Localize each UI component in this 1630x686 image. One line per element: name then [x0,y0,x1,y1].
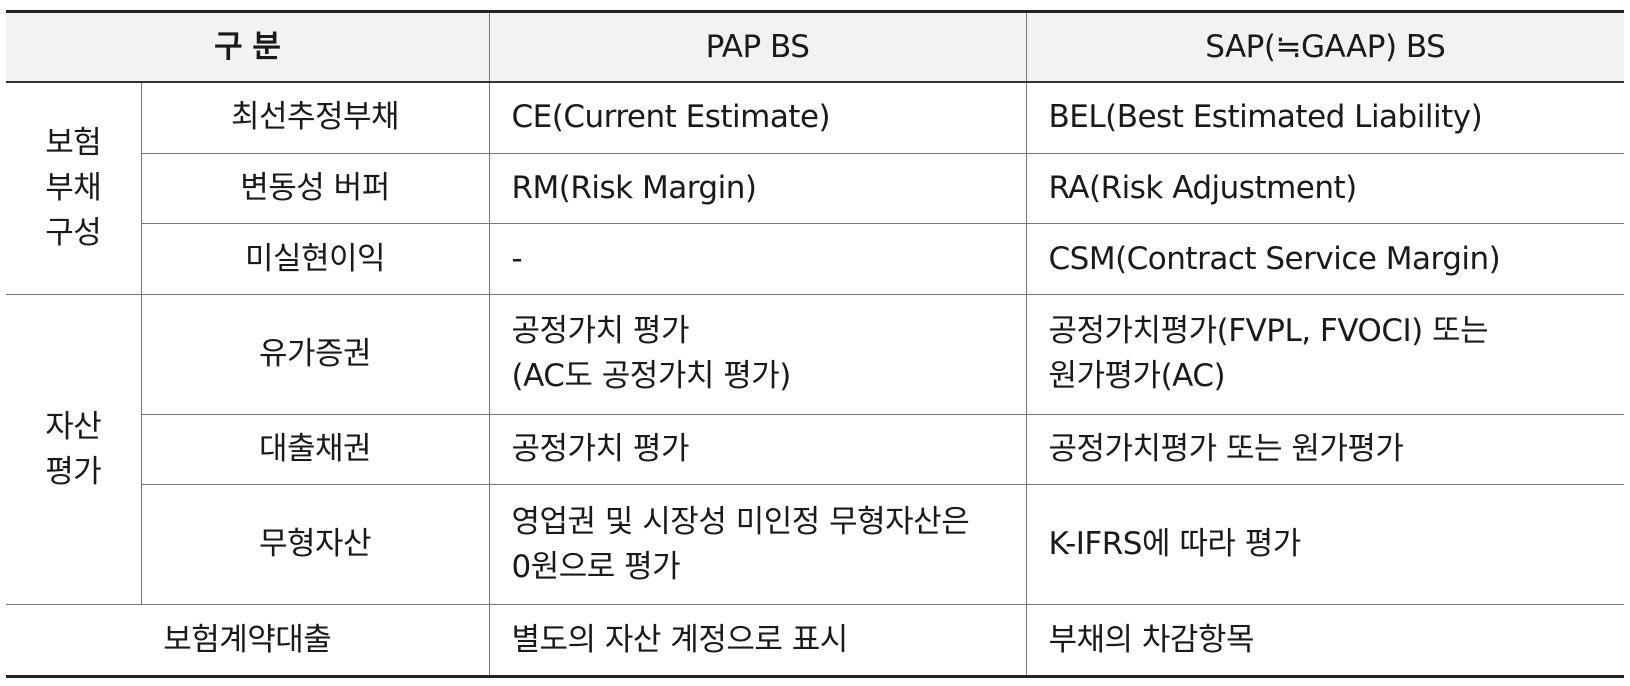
header-sap-bs: SAP(≒GAAP) BS [1025,11,1624,83]
cell-line: 원가평가(AC) [1048,358,1226,395]
table-row: 미실현이익 - CSM(Contract Service Margin) [6,223,1624,295]
table-row: 무형자산 영업권 및 시장성 미인정 무형자산은 0원으로 평가 K-IFRS에… [6,484,1624,606]
cell-line: (AC도 공정가치 평가) [511,358,792,395]
table-row: 변동성 버퍼 RM(Risk Margin) RA(Risk Adjustmen… [6,152,1624,225]
cell-pap: 별도의 자산 계정으로 표시 [488,604,1027,677]
cell-pap: CE(Current Estimate) [488,81,1027,154]
cell-sap: 부채의 차감항목 [1025,604,1624,677]
group-label-line: 자산 [45,408,102,445]
row-label-policy-loans: 보험계약대출 [6,604,490,677]
row-label-unrealized-profit: 미실현이익 [141,223,490,295]
cell-sap: BEL(Best Estimated Liability) [1025,81,1624,154]
group-label-line: 부채 [45,170,102,207]
group-insurance-liability: 보험 부채 구성 [6,81,142,295]
header-pap-bs: PAP BS [488,11,1027,83]
cell-pap: - [488,223,1027,295]
cell-sap: 공정가치평가(FVPL, FVOCI) 또는 원가평가(AC) [1025,293,1624,415]
cell-sap: RA(Risk Adjustment) [1025,152,1624,225]
cell-line: 0원으로 평가 [511,548,681,585]
cell-pap: 공정가치 평가 [488,413,1027,486]
table-row: 보험 부채 구성 최선추정부채 CE(Current Estimate) BEL… [6,81,1624,295]
header-category: 구 분 [6,11,490,83]
group-label-line: 보험 [45,125,102,162]
cell-line: 영업권 및 시장성 미인정 무형자산은 [511,503,970,540]
table-row: 보험계약대출 별도의 자산 계정으로 표시 부채의 차감항목 [6,604,1624,677]
group-asset-valuation: 자산 평가 [6,293,142,606]
cell-pap: RM(Risk Margin) [488,152,1027,225]
row-label-best-estimate: 최선추정부채 [140,81,490,154]
comparison-table: 구 분 PAP BS SAP(≒GAAP) BS 보험 부채 구성 최선추정부채… [6,10,1624,678]
cell-line: 공정가치평가(FVPL, FVOCI) 또는 [1048,313,1489,350]
cell-sap: CSM(Contract Service Margin) [1025,223,1624,295]
group-label-line: 평가 [45,453,102,490]
cell-sap: K-IFRS에 따라 평가 [1025,484,1624,606]
row-label-securities: 유가증권 [140,293,490,415]
header-row: 구 분 PAP BS SAP(≒GAAP) BS [6,11,1624,83]
row-label-intangibles: 무형자산 [141,484,490,606]
table-row: 대출채권 공정가치 평가 공정가치평가 또는 원가평가 [6,413,1624,486]
table-row: 자산 평가 유가증권 공정가치 평가 (AC도 공정가치 평가) 공정가치평가(… [6,293,1624,606]
row-label-volatility-buffer: 변동성 버퍼 [141,152,490,225]
cell-pap: 영업권 및 시장성 미인정 무형자산은 0원으로 평가 [488,484,1027,606]
cell-sap: 공정가치평가 또는 원가평가 [1025,413,1624,486]
cell-line: 공정가치 평가 [511,313,690,350]
group-label-line: 구성 [45,214,102,251]
row-label-loans: 대출채권 [141,413,490,486]
cell-pap: 공정가치 평가 (AC도 공정가치 평가) [488,293,1027,415]
